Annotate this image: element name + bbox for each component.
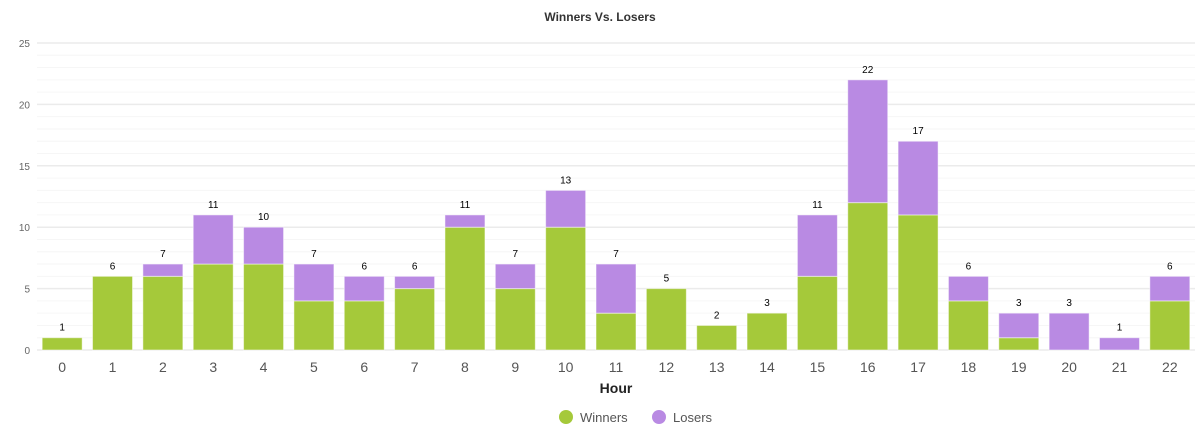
bar-winners (746, 312, 788, 351)
data-label: 6 (966, 261, 972, 272)
x-tick-label: 15 (810, 359, 826, 375)
x-tick-label: 12 (659, 359, 675, 375)
bar-winners (192, 263, 234, 351)
data-label: 6 (1167, 261, 1173, 272)
bar-winners (394, 288, 436, 351)
data-label: 7 (613, 249, 619, 260)
x-tick-label: 6 (360, 359, 368, 375)
data-label: 6 (110, 261, 116, 272)
bar-winners (998, 337, 1040, 351)
y-tick-label: 0 (24, 346, 30, 357)
legend-label-winners[interactable]: Winners (580, 410, 628, 425)
x-tick-label: 18 (961, 359, 977, 375)
x-tick-label: 4 (260, 359, 268, 375)
data-label: 11 (460, 200, 471, 211)
data-label: 7 (513, 249, 519, 260)
bar-winners (897, 214, 939, 351)
chart-title: Winners Vs. Losers (544, 10, 656, 24)
bar-winners (494, 288, 536, 351)
bar-winners (1149, 300, 1191, 351)
bar-losers (494, 263, 536, 290)
y-tick-label: 5 (24, 285, 30, 296)
bar-winners (243, 263, 285, 351)
bar-losers (444, 214, 486, 228)
bar-winners (142, 275, 184, 351)
bar-winners (545, 226, 587, 351)
bar-losers (998, 312, 1040, 339)
bar-losers (142, 263, 184, 277)
bar-losers (1048, 312, 1090, 351)
bar-losers (343, 275, 385, 302)
bar-winners (595, 312, 637, 351)
bar-losers (897, 140, 939, 216)
bar-losers (545, 189, 587, 228)
x-tick-label: 21 (1112, 359, 1128, 375)
x-tick-label: 20 (1061, 359, 1077, 375)
bar-winners (92, 275, 134, 351)
x-tick-label: 5 (310, 359, 318, 375)
data-label: 1 (59, 323, 65, 334)
x-tick-label: 8 (461, 359, 469, 375)
bar-winners (947, 300, 989, 351)
legend-marker-winners (559, 410, 573, 424)
x-tick-label: 0 (58, 359, 66, 375)
data-label: 5 (664, 274, 670, 285)
data-label: 1 (1117, 323, 1123, 334)
x-tick-label: 10 (558, 359, 574, 375)
bar-losers (394, 275, 436, 290)
bar-winners (796, 275, 838, 351)
bar-winners (696, 324, 738, 351)
bar-losers (1098, 337, 1140, 351)
data-label: 17 (913, 126, 925, 137)
bar-losers (947, 275, 989, 302)
y-tick-label: 10 (19, 223, 31, 234)
bar-losers (243, 226, 285, 265)
bar-winners (847, 202, 889, 351)
x-tick-label: 13 (709, 359, 725, 375)
x-tick-label: 16 (860, 359, 876, 375)
legend-marker-losers (652, 410, 666, 424)
x-tick-label: 17 (910, 359, 926, 375)
bar-winners (343, 300, 385, 351)
y-tick-label: 15 (19, 162, 31, 173)
x-tick-label: 22 (1162, 359, 1178, 375)
data-label: 13 (560, 175, 572, 186)
x-tick-label: 19 (1011, 359, 1027, 375)
bar-losers (796, 214, 838, 277)
data-label: 6 (412, 261, 418, 272)
x-tick-label: 11 (609, 359, 624, 375)
bar-losers (595, 263, 637, 314)
data-label: 7 (311, 249, 317, 260)
data-label: 3 (1016, 298, 1022, 309)
data-label: 22 (862, 65, 874, 76)
data-label: 11 (208, 200, 219, 211)
x-tick-label: 1 (109, 359, 117, 375)
x-tick-label: 7 (411, 359, 419, 375)
x-tick-label: 9 (511, 359, 519, 375)
bar-losers (293, 263, 335, 302)
data-label: 7 (160, 249, 166, 260)
bar-winners (444, 226, 486, 351)
data-label: 11 (812, 200, 823, 211)
x-tick-label: 3 (209, 359, 217, 375)
legend-label-losers[interactable]: Losers (673, 410, 713, 425)
data-label: 3 (1066, 298, 1072, 309)
x-tick-label: 2 (159, 359, 167, 375)
bar-winners (41, 337, 83, 351)
x-tick-label: 14 (759, 359, 775, 375)
data-label: 3 (764, 298, 770, 309)
x-axis-label: Hour (600, 380, 633, 396)
bar-winners (293, 300, 335, 351)
data-label: 6 (361, 261, 367, 272)
bar-winners (645, 288, 687, 351)
data-label: 2 (714, 310, 720, 321)
bar-losers (847, 79, 889, 204)
bar-losers (1149, 275, 1191, 302)
y-tick-label: 20 (19, 100, 31, 111)
bar-losers (192, 214, 234, 265)
data-label: 10 (258, 212, 270, 223)
y-tick-label: 25 (19, 39, 31, 50)
